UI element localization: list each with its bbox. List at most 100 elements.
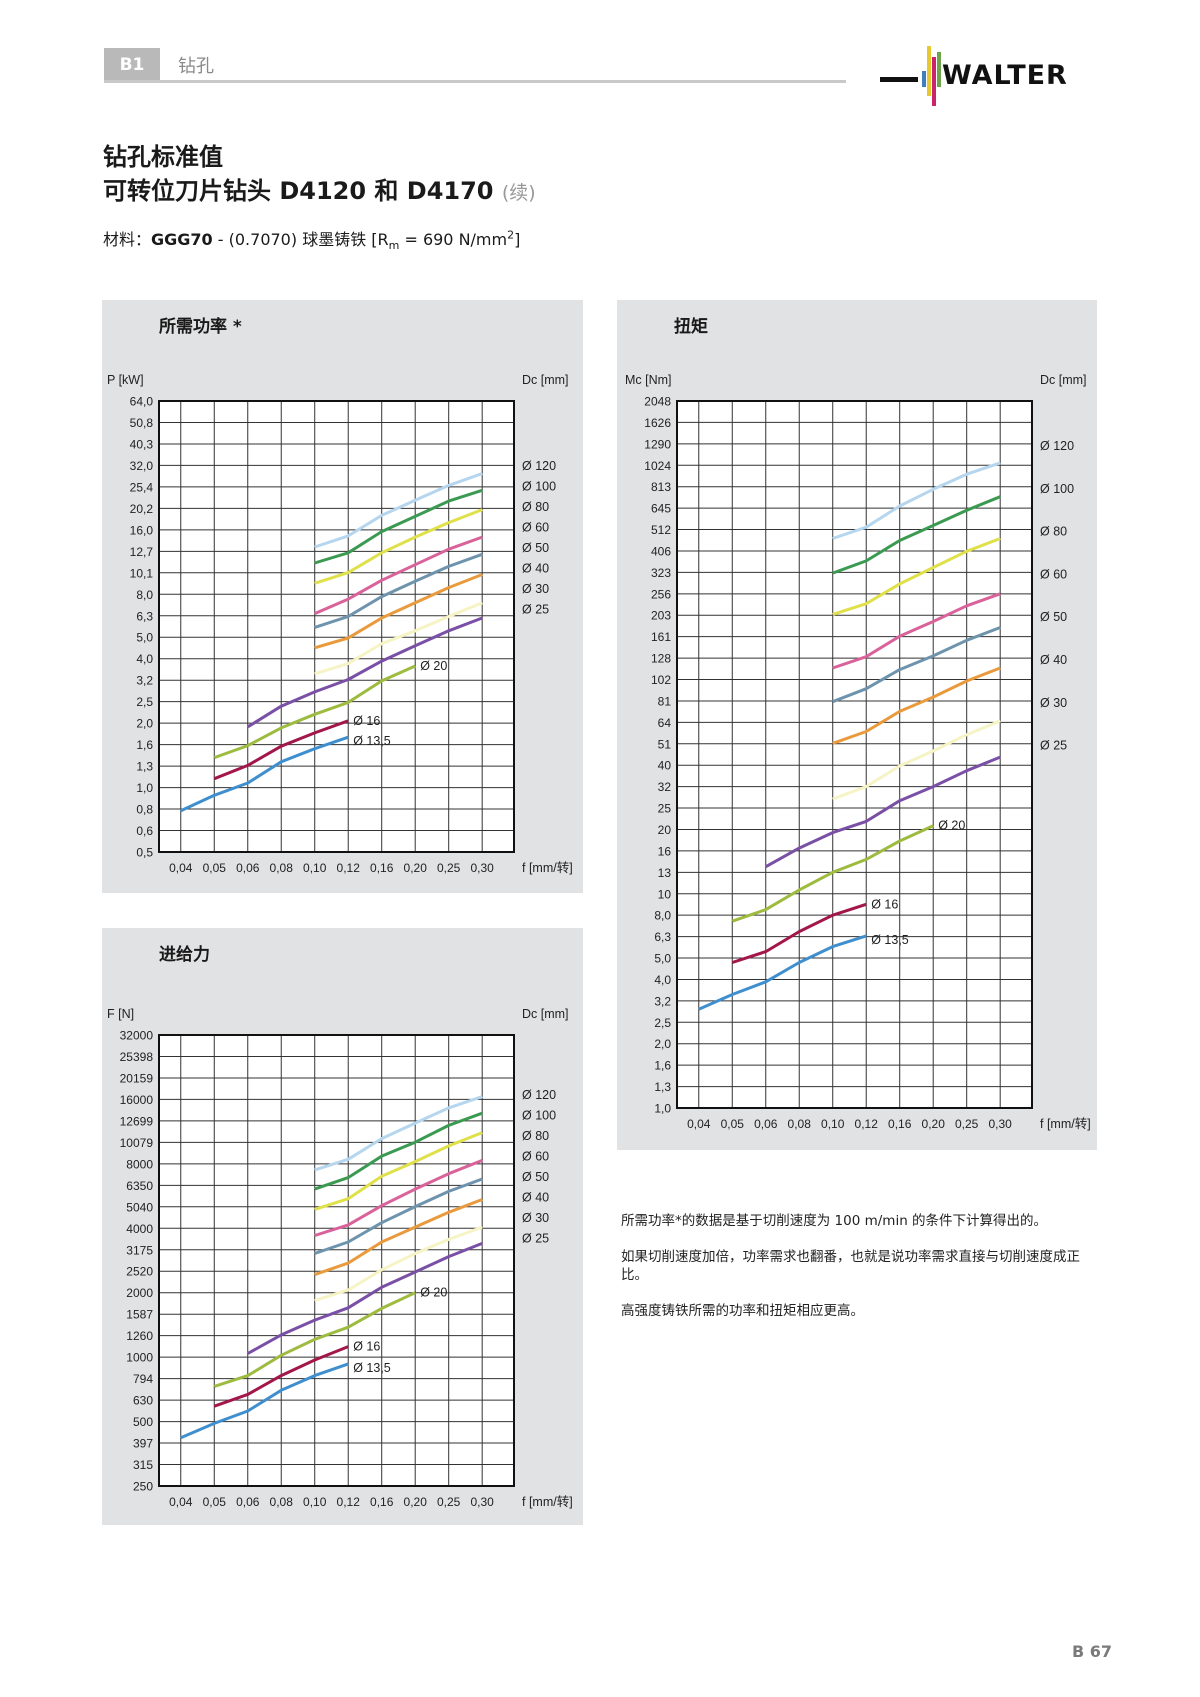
y-tick-label: 40 (658, 759, 672, 773)
series-inline-label: Ø 16 (353, 714, 380, 728)
y-tick-label: 1,3 (654, 1080, 671, 1094)
y-tick-label: 256 (651, 587, 671, 601)
x-tick-label: 0,30 (471, 861, 495, 875)
y-tick-label: 10,1 (130, 566, 154, 580)
y-tick-label: 203 (651, 609, 671, 623)
diameter-label: Ø 120 (522, 1088, 556, 1102)
y-tick-label: 5,0 (654, 952, 671, 966)
y-tick-label: 512 (651, 523, 671, 537)
logo-bar-yellow (927, 46, 931, 96)
material-sub: m (388, 239, 400, 253)
y-tick-label: 3,2 (136, 674, 153, 688)
series-line (314, 488, 483, 565)
note-3: 高强度铸铁所需的功率和扭矩相应更高。 (621, 1303, 864, 1319)
series-line (314, 552, 483, 629)
diameter-label: Ø 40 (522, 1191, 549, 1205)
dc-axis-label: Dc [mm] (522, 1007, 569, 1021)
series-inline-label: Ø 16 (871, 897, 898, 911)
torque-chart: 1,0 1,3 1,6 2,0 2,5 3,2 4,0 5,0 6,3 8,0 10 13 16 20 25… (625, 373, 1091, 1131)
x-tick-label: 0,30 (471, 1495, 495, 1509)
series-line (314, 535, 483, 615)
y-tick-label: 1290 (644, 437, 671, 451)
series-line (314, 1159, 483, 1237)
note-2: 如果切削速度加倍，功率需求也翻番，也就是说功率需求直接与切削速度成正比。 (621, 1249, 1080, 1283)
y-tick-label: 64 (658, 716, 672, 730)
y-tick-label: 10 (658, 887, 672, 901)
y-tick-label: 50,8 (130, 416, 154, 430)
series-line (698, 934, 867, 1011)
x-tick-label: 0,10 (303, 861, 327, 875)
chart-title: 进给力 (159, 945, 210, 965)
series-line (314, 601, 483, 676)
y-tick-label: 1000 (126, 1351, 153, 1365)
x-tick-label: 0,12 (855, 1117, 879, 1131)
subtitle-continued: (续) (501, 182, 536, 204)
y-tick-label: 1,6 (654, 1059, 671, 1073)
y-tick-label: 1626 (644, 416, 671, 430)
series-line (213, 664, 416, 760)
y-tick-label: 20 (658, 823, 672, 837)
dc-axis-label: Dc [mm] (1040, 373, 1087, 387)
y-tick-label: 10079 (120, 1136, 154, 1150)
section-title: 钻孔 (178, 56, 214, 77)
series-line (213, 1291, 416, 1388)
diameter-label: Ø 50 (522, 1170, 549, 1184)
chart-title: 所需功率 * (159, 317, 242, 337)
material-label: 材料： (103, 230, 152, 249)
series-inline-label: Ø 13,5 (353, 1361, 391, 1375)
x-tick-label: 0,16 (888, 1117, 912, 1131)
diameter-label: Ø 50 (522, 541, 549, 555)
diameter-label: Ø 40 (1040, 653, 1067, 667)
diameter-label: Ø 60 (522, 521, 549, 535)
x-tick-label: 0,08 (270, 1495, 294, 1509)
x-axis-label: f [mm/转] (522, 1494, 573, 1509)
y-tick-label: 8000 (126, 1157, 153, 1171)
y-tick-label: 250 (133, 1480, 153, 1494)
y-tick-label: 2000 (126, 1286, 153, 1300)
series-line (832, 719, 1001, 801)
y-tick-label: 397 (133, 1437, 153, 1451)
x-tick-label: 0,25 (437, 1495, 461, 1509)
series-line (832, 592, 1001, 670)
y-tick-label: 8,0 (654, 909, 671, 923)
y-tick-label: 13 (658, 866, 672, 880)
y-tick-label: 0,5 (136, 846, 153, 860)
x-tick-label: 0,06 (754, 1117, 778, 1131)
y-tick-label: 32 (658, 780, 672, 794)
series-inline-label: Ø 20 (420, 659, 447, 673)
y-tick-label: 2,5 (136, 695, 153, 709)
page-title: 钻孔标准值 (103, 143, 223, 171)
diameter-label: Ø 80 (522, 1129, 549, 1143)
diameter-label: Ø 50 (1040, 610, 1067, 624)
series-line (832, 666, 1001, 745)
page-number: B 67 (1072, 1642, 1113, 1661)
material-desc: - (0.7070) 球墨铸铁 [R (212, 230, 389, 249)
y-tick-label: 16,0 (130, 523, 154, 537)
series-inline-label: Ø 16 (353, 1340, 380, 1354)
y-tick-label: 6350 (126, 1179, 153, 1193)
series-line (765, 755, 1001, 869)
series-line (731, 824, 934, 923)
y-tick-label: 32000 (120, 1029, 154, 1043)
series-line (314, 1111, 483, 1191)
x-tick-label: 0,05 (203, 861, 227, 875)
y-tick-label: 1,6 (136, 738, 153, 752)
y-tick-label: 25398 (120, 1050, 154, 1064)
y-tick-label: 64,0 (130, 395, 154, 409)
material-spec: 材料：GGG70 - (0.7070) 球墨铸铁 [Rm = 690 N/mm2… (103, 226, 520, 253)
series-line (180, 735, 349, 813)
y-tick-label: 4000 (126, 1222, 153, 1236)
y-tick-label: 1,0 (654, 1102, 671, 1116)
x-axis-label: f [mm/转] (522, 860, 573, 875)
diameter-label: Ø 120 (1040, 439, 1074, 453)
y-tick-label: 6,3 (136, 609, 153, 623)
series-line (314, 508, 483, 585)
x-tick-label: 0,06 (236, 861, 260, 875)
note-1: 所需功率*的数据是基于切削速度为 100 m/min 的条件下计算得出的。 (621, 1213, 1048, 1229)
logo-bar-green (937, 52, 941, 87)
y-axis-label: F [N] (107, 1007, 134, 1021)
y-tick-label: 630 (133, 1394, 153, 1408)
power-chart: 0,5 0,6 0,8 1,0 1,3 1,6 2,0 2,5 3,2 4,0 5,0 6,3 8,0 1… (107, 373, 573, 875)
x-tick-label: 0,04 (169, 861, 193, 875)
y-tick-label: 25 (658, 802, 672, 816)
